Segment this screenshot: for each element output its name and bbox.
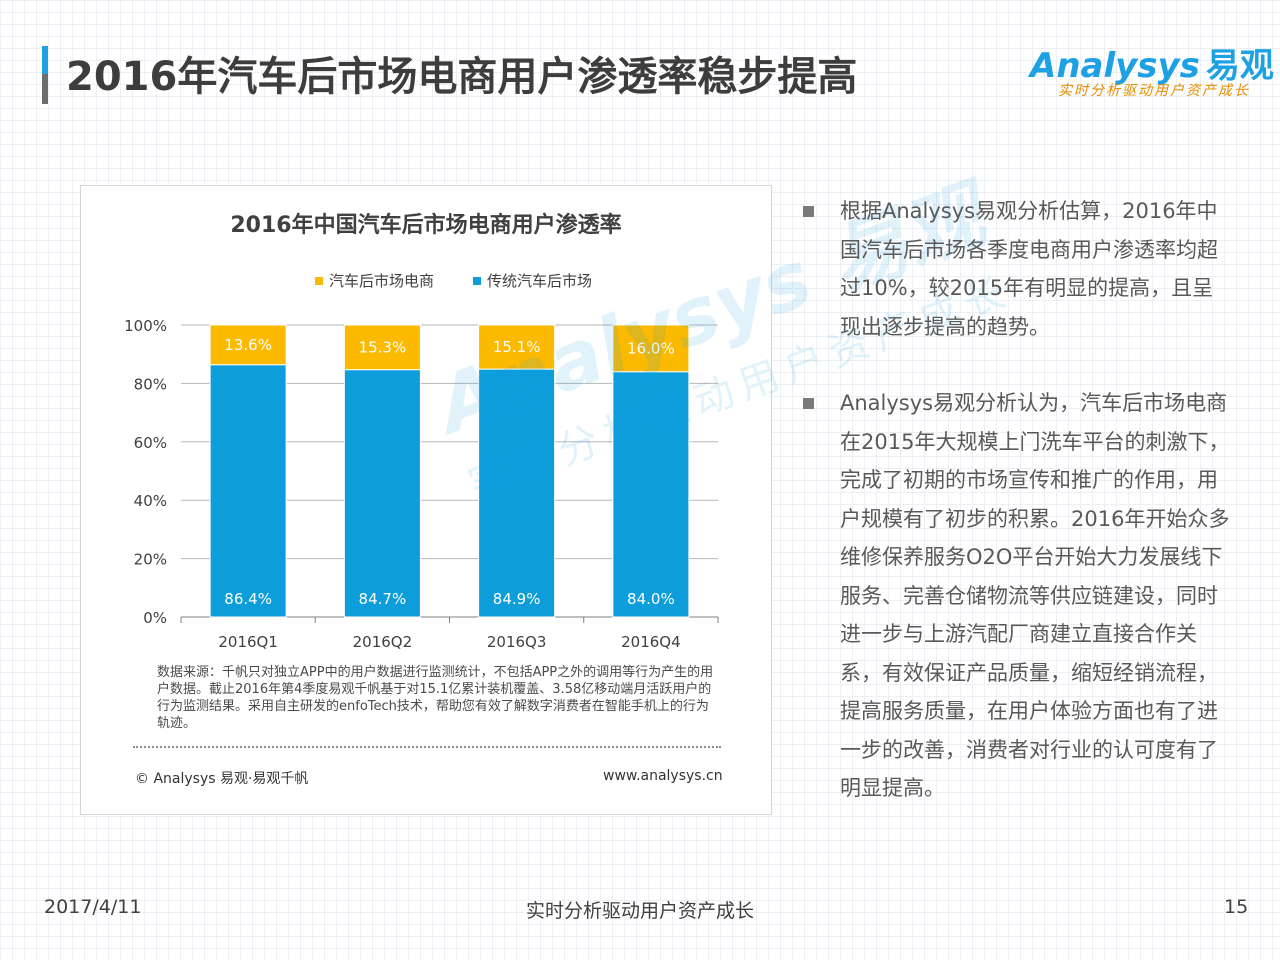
legend-label: 传统汽车后市场 xyxy=(487,272,592,290)
website-text: www.analysys.cn xyxy=(603,768,723,784)
y-tick-label: 0% xyxy=(143,609,167,627)
footer-slogan: 实时分析驱动用户资产成长 xyxy=(525,900,754,922)
analysys-logo: Analysys 易观 实时分析驱动用户资产成长 xyxy=(1030,38,1274,100)
data-source-note: 数据来源：千帆只对独立APP中的用户数据进行监测统计，不包括APP之外的调用等行… xyxy=(157,665,714,731)
x-tick-label: 2016Q3 xyxy=(487,633,547,651)
bar-segment xyxy=(612,371,690,618)
title-accent-bar xyxy=(42,46,48,104)
bar-value-label: 15.1% xyxy=(493,338,541,356)
footer-date: 2017/4/11 xyxy=(44,896,142,918)
bar-value-label: 15.3% xyxy=(359,338,407,356)
y-tick-label: 60% xyxy=(134,434,167,452)
bar-segment xyxy=(209,324,287,366)
square-bullet-icon xyxy=(803,206,814,217)
bar-segment xyxy=(478,324,556,370)
bullet-analysis: Analysys易观分析认为，汽车后市场电商在2015年大规模上门洗车平台的刺激… xyxy=(800,384,1230,808)
analysis-bullets: 根据Analysys易观分析估算，2016年中国汽车后市场各季度电商用户渗透率均… xyxy=(800,192,1230,808)
logo-text: Analysys xyxy=(1030,46,1200,86)
bar-segment xyxy=(209,364,287,618)
y-tick-label: 100% xyxy=(124,317,167,335)
title-accent-grey xyxy=(42,74,48,104)
page-title: 2016年汽车后市场电商用户渗透率稳步提高 xyxy=(66,54,858,100)
legend-swatch xyxy=(473,277,481,285)
bar-value-label: 84.7% xyxy=(359,590,407,608)
bar-segment xyxy=(612,324,690,373)
copyright-text: © Analysys 易观·易观千帆 xyxy=(135,771,309,787)
logo-tagline: 实时分析驱动用户资产成长 xyxy=(1058,83,1250,99)
title-accent-blue xyxy=(42,46,48,74)
bullet-text: 根据Analysys易观分析估算，2016年中国汽车后市场各季度电商用户渗透率均… xyxy=(840,199,1218,339)
y-tick-label: 20% xyxy=(134,551,167,569)
y-tick-label: 80% xyxy=(134,375,167,393)
bullet-estimate: 根据Analysys易观分析估算，2016年中国汽车后市场各季度电商用户渗透率均… xyxy=(800,192,1230,346)
x-tick-label: 2016Q1 xyxy=(218,633,278,651)
logo-cn: 易观 xyxy=(1205,46,1274,86)
bar-value-label: 86.4% xyxy=(224,590,272,608)
legend-label: 汽车后市场电商 xyxy=(329,272,434,290)
chart-title: 2016年中国汽车后市场电商用户渗透率 xyxy=(230,212,621,238)
bullet-text: Analysys易观分析认为，汽车后市场电商在2015年大规模上门洗车平台的刺激… xyxy=(840,391,1230,800)
bar-value-label: 13.6% xyxy=(224,336,272,354)
dotted-divider xyxy=(133,746,721,748)
y-tick-label: 40% xyxy=(134,492,167,510)
square-bullet-icon xyxy=(803,398,814,409)
bar-segment xyxy=(343,369,421,618)
x-tick-label: 2016Q2 xyxy=(353,633,413,651)
x-tick-label: 2016Q4 xyxy=(621,633,681,651)
bar-segment xyxy=(343,324,421,371)
bar-segment xyxy=(478,368,556,618)
bar-value-label: 84.9% xyxy=(493,590,541,608)
legend-swatch xyxy=(315,277,323,285)
bar-value-label: 84.0% xyxy=(627,590,675,608)
bar-value-label: 16.0% xyxy=(627,339,675,357)
logo-wordmark: Analysys 易观 xyxy=(1030,38,1274,87)
chart-panel: 2016年中国汽车后市场电商用户渗透率汽车后市场电商 传统汽车后市场 0% 20% 40… xyxy=(80,185,772,815)
page-number: 15 xyxy=(1224,896,1249,918)
